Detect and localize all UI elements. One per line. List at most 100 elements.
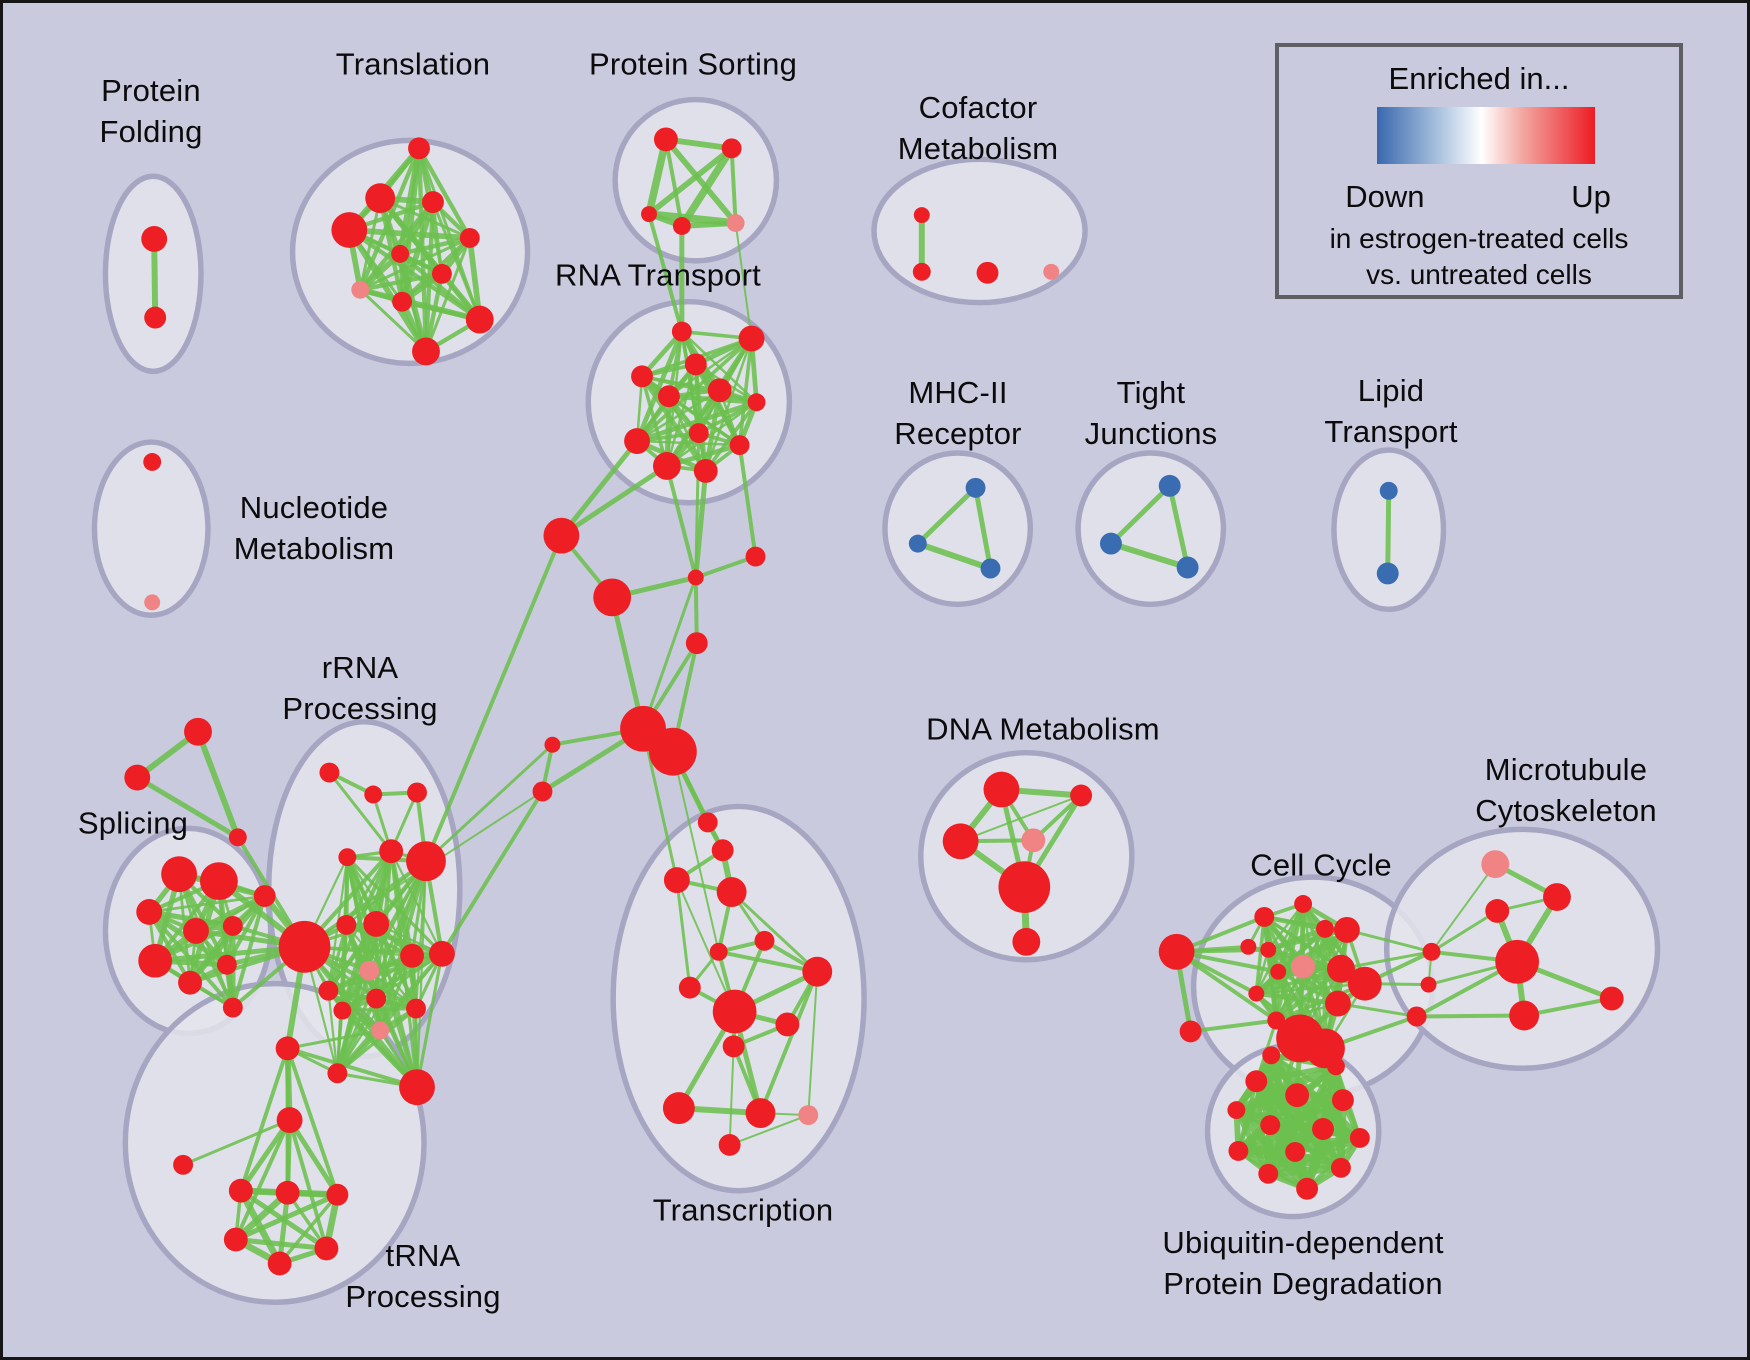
trna-edge: [285, 1046, 340, 1197]
cf-node-1: [912, 262, 931, 281]
cc-node-12: [1248, 985, 1265, 1002]
rr-node-2: [407, 782, 427, 803]
rr-node-14: [406, 998, 426, 1019]
sp-edge: [153, 894, 267, 963]
hub-edge: [693, 575, 699, 646]
rr-node-11: [359, 960, 380, 981]
rr-node-1: [364, 785, 383, 804]
mhc-edge: [914, 540, 994, 572]
rnat-edge: [704, 337, 753, 473]
legend-subtitle-line1: in estrogen-treated cells: [1329, 223, 1629, 254]
rnat-edge: [737, 336, 754, 447]
rnat-edge: [635, 439, 741, 447]
mt-edge: [1430, 909, 1499, 954]
ps-node-0: [653, 127, 678, 152]
cc-node-4: [1316, 919, 1334, 938]
trna-edge: [233, 1236, 329, 1252]
mt-node-6: [1422, 942, 1441, 961]
tx-edge: [728, 1114, 810, 1146]
mhc-edge: [915, 485, 979, 547]
ub-node-3: [1331, 1089, 1354, 1112]
tr-node-3: [422, 191, 444, 214]
trna-node-6: [223, 1227, 248, 1252]
tx-node-11: [662, 1092, 695, 1125]
connector-edge: [558, 438, 640, 539]
ub-edge: [1268, 1052, 1344, 1171]
mt-node-4: [1599, 986, 1624, 1011]
dna-node-0: [983, 771, 1020, 808]
ps-edge: [678, 220, 739, 229]
mhc-edge: [973, 485, 993, 571]
cc-node-5: [1333, 916, 1360, 943]
cc-node-6: [1260, 941, 1277, 958]
mhc-node-2: [980, 558, 1001, 579]
rnat-node-4: [657, 385, 680, 408]
tj-edge: [1167, 483, 1191, 570]
ub-node-6: [1228, 1140, 1249, 1161]
legend-endpoint-labels: Down Up: [1345, 179, 1611, 215]
trna-edge: [233, 1192, 340, 1243]
tx-edge: [675, 878, 692, 990]
hub-node-1: [687, 569, 704, 586]
mt-node-7: [1420, 976, 1437, 993]
ub-node-8: [1285, 1141, 1306, 1162]
tx-node-14: [718, 1133, 741, 1156]
mt-node-5: [1509, 1000, 1540, 1031]
tx-edge: [758, 969, 820, 1116]
rnat-edge: [639, 373, 709, 474]
cc-edge: [1188, 1018, 1279, 1034]
ub-node-2: [1227, 1101, 1246, 1120]
tx-node-0: [697, 812, 718, 833]
rr-node-8: [336, 914, 357, 935]
cc-node-8: [1326, 954, 1355, 983]
tj-edge: [1108, 483, 1173, 547]
rnat-edge: [634, 399, 759, 444]
so-node-0: [184, 717, 212, 746]
sp-node-5: [138, 943, 173, 978]
rr-edge: [340, 1006, 418, 1013]
hub-node-8: [532, 781, 553, 802]
tx-node-4: [709, 942, 728, 961]
ub-edge: [1266, 1053, 1274, 1176]
connector-edge: [1339, 950, 1434, 971]
rr-node-16: [371, 1021, 390, 1040]
sp-node-6: [178, 970, 202, 995]
rr-edge: [327, 989, 339, 1075]
sp-edge: [187, 893, 268, 986]
rnat-node-9: [652, 452, 681, 480]
rnat-edge: [634, 329, 685, 444]
trna-edge: [233, 1118, 292, 1242]
connector-edge: [664, 463, 698, 580]
trna-edge: [181, 1118, 292, 1167]
connector-edge: [647, 212, 684, 334]
ub-node-7: [1349, 1128, 1370, 1148]
ps-edge: [729, 146, 738, 226]
tr-edge: [347, 227, 482, 322]
tx-node-3: [716, 877, 747, 907]
tx-node-7: [678, 976, 701, 999]
ps-edge: [645, 135, 670, 218]
trna-node-7: [314, 1236, 339, 1261]
connector-edge: [286, 1028, 382, 1050]
rr-node-10: [428, 940, 455, 967]
rnat-node-0: [671, 321, 692, 342]
so-edge: [134, 775, 241, 840]
rr-node-15: [333, 1001, 352, 1020]
ub-node-11: [1330, 1157, 1351, 1178]
ub-node-0: [1245, 1070, 1268, 1093]
connector-edge: [671, 750, 720, 953]
rnat-node-3: [684, 353, 707, 376]
tx-node-1: [711, 839, 734, 862]
connector-edge: [285, 1046, 420, 1090]
tr-node-10: [412, 337, 440, 366]
legend-gradient-bar: [1377, 107, 1595, 164]
dna-node-2: [942, 823, 979, 860]
rnat-node-6: [747, 393, 766, 412]
tr-node-0: [408, 137, 430, 160]
tx-edge: [716, 949, 820, 974]
ps-node-2: [641, 206, 657, 223]
hub-node-6: [649, 727, 697, 776]
trna-edge: [287, 1118, 329, 1251]
rr-edge: [345, 855, 444, 956]
rr-edge: [344, 922, 444, 956]
